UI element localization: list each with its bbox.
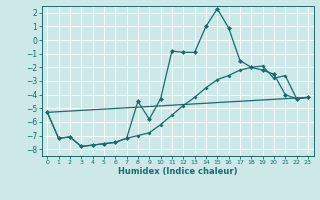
X-axis label: Humidex (Indice chaleur): Humidex (Indice chaleur) (118, 167, 237, 176)
